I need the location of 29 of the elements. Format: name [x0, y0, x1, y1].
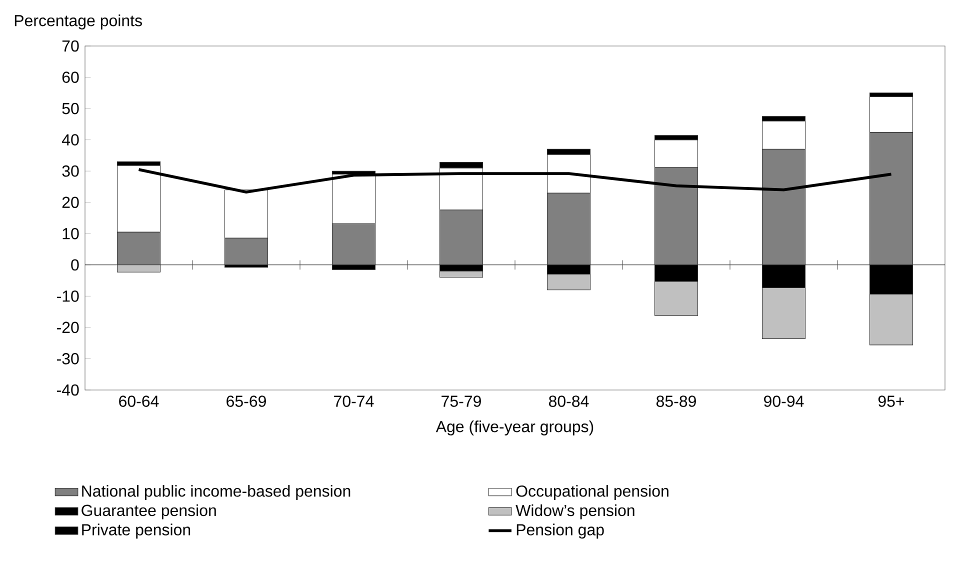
y-tick-label: 20 [62, 196, 79, 208]
x-tick-label: 80-84 [548, 396, 589, 407]
x-tick-label: 75-79 [442, 396, 481, 407]
legend-label: National public income-based pension [82, 485, 350, 500]
x-tick-label: 65-69 [226, 396, 266, 407]
x-tick-label: 60-64 [119, 396, 159, 407]
x-axis-title: Age (five-year groups) [436, 420, 594, 436]
x-tick-label: 95+ [878, 396, 904, 407]
y-axis-title: Percentage points [14, 14, 142, 30]
y-tick-label: 10 [62, 228, 79, 240]
legend-label: Private pension [82, 524, 190, 539]
y-tick-label: 60 [62, 72, 79, 83]
x-tick-label: 90-94 [764, 396, 804, 407]
y-tick-label: 0 [71, 259, 79, 271]
y-tick-label: 30 [62, 165, 79, 177]
x-tick-label: 70-74 [334, 396, 374, 407]
y-tick-label: 40 [62, 134, 79, 146]
legend-label: Widow’s pension [516, 504, 634, 520]
line-series [137, 168, 893, 194]
y-tick-label: -40 [56, 384, 79, 396]
y-tick-label: -20 [56, 322, 79, 334]
y-tick-label: -30 [56, 353, 79, 364]
y-tick-label: 70 [62, 40, 79, 52]
y-tick-label: -10 [56, 290, 79, 302]
x-tick-label: 85-89 [656, 396, 696, 407]
legend-label: Occupational pension [516, 485, 668, 500]
y-tick-label: 50 [62, 102, 79, 114]
legend-label: Guarantee pension [82, 504, 216, 520]
legend-label: Pension gap [516, 524, 604, 539]
